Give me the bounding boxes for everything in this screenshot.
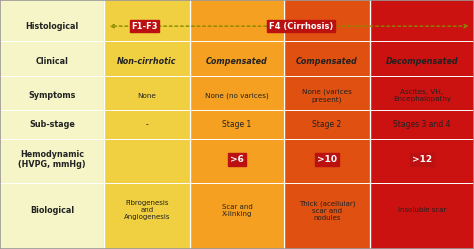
Bar: [0, 0, 104, 249]
Text: Compensated: Compensated: [296, 57, 358, 65]
Text: Stage 1: Stage 1: [222, 120, 252, 129]
Text: F4 (Cirrhosis): F4 (Cirrhosis): [269, 22, 333, 31]
Text: Thick (acellular)
scar and
nodules: Thick (acellular) scar and nodules: [299, 200, 356, 221]
Text: F1-F3: F1-F3: [131, 22, 158, 31]
Text: Ascites, VH,
Encephalopathy: Ascites, VH, Encephalopathy: [393, 89, 451, 102]
Text: Compensated: Compensated: [206, 57, 268, 65]
Text: Non-cirrhotic: Non-cirrhotic: [117, 57, 177, 65]
Bar: [370, 0, 474, 249]
Text: Stages 3 and 4: Stages 3 and 4: [393, 120, 451, 129]
Text: None (varices
present): None (varices present): [302, 89, 352, 103]
Text: None (no varices): None (no varices): [205, 93, 269, 99]
Text: Insoluble scar: Insoluble scar: [398, 207, 446, 213]
Text: Biological: Biological: [30, 206, 74, 215]
Text: Scar and
X-linking: Scar and X-linking: [222, 204, 252, 217]
Bar: [284, 0, 370, 249]
Text: None: None: [137, 93, 156, 99]
Bar: [190, 0, 284, 249]
Bar: [104, 0, 190, 249]
Text: -: -: [146, 120, 148, 129]
Text: Hemodynamic
(HVPG, mmHg): Hemodynamic (HVPG, mmHg): [18, 150, 86, 169]
Text: Histological: Histological: [26, 22, 79, 31]
Text: Symptoms: Symptoms: [28, 91, 76, 100]
Text: >6: >6: [230, 155, 244, 164]
Text: Decompensated: Decompensated: [385, 57, 458, 65]
Text: Fibrogenesis
and
Angiogenesis: Fibrogenesis and Angiogenesis: [124, 200, 170, 220]
Text: >12: >12: [412, 155, 432, 164]
Text: Sub-stage: Sub-stage: [29, 120, 75, 129]
Text: Clinical: Clinical: [36, 57, 69, 65]
Text: Stage 2: Stage 2: [312, 120, 342, 129]
Text: >10: >10: [317, 155, 337, 164]
